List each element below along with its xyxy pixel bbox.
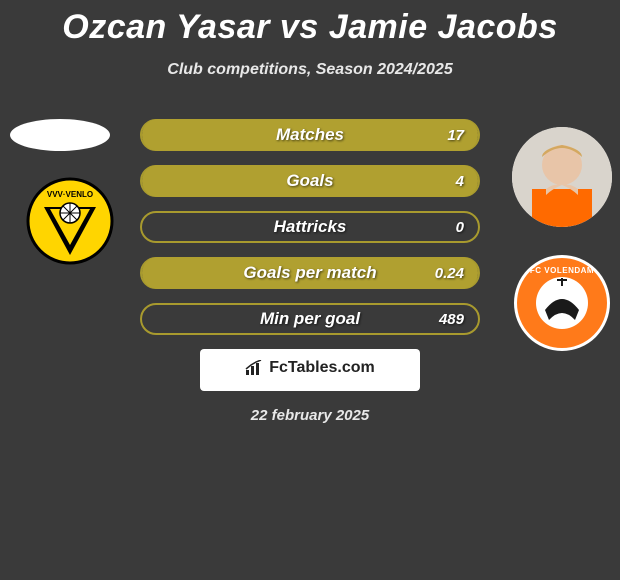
stat-label: Goals per match xyxy=(243,263,376,283)
stat-row-mpg: Min per goal 489 xyxy=(140,303,480,335)
stat-row-gpm: Goals per match 0.24 xyxy=(140,257,480,289)
brand-box: FcTables.com xyxy=(200,349,420,391)
brand-label: FcTables.com xyxy=(245,359,375,377)
stat-label: Min per goal xyxy=(260,309,360,329)
stat-value: 4 xyxy=(456,173,464,190)
brand-text: FcTables.com xyxy=(269,359,375,377)
player-left-avatar xyxy=(10,119,110,151)
club-right-badge: FC VOLENDAM xyxy=(514,255,610,351)
stat-row-goals: Goals 4 xyxy=(140,165,480,197)
stat-value: 17 xyxy=(447,127,464,144)
stat-value: 0 xyxy=(456,219,464,236)
page-title: Ozcan Yasar vs Jamie Jacobs xyxy=(0,8,620,47)
club-right-label: FC VOLENDAM xyxy=(517,266,607,275)
date-label: 22 february 2025 xyxy=(0,407,620,424)
player-right-avatar xyxy=(512,127,612,227)
svg-text:VVV·VENLO: VVV·VENLO xyxy=(47,190,93,199)
club-left-badge: VVV·VENLO xyxy=(26,177,114,265)
stat-label: Hattricks xyxy=(274,217,347,237)
stat-row-hattricks: Hattricks 0 xyxy=(140,211,480,243)
stat-label: Matches xyxy=(276,125,344,145)
stat-label: Goals xyxy=(286,171,333,191)
stat-value: 489 xyxy=(439,311,464,328)
stat-value: 0.24 xyxy=(435,265,464,282)
chart-icon xyxy=(245,360,265,376)
stat-row-matches: Matches 17 xyxy=(140,119,480,151)
comparison-panel: VVV·VENLO FC VOLENDAM Matches 17 xyxy=(0,119,620,424)
page-subtitle: Club competitions, Season 2024/2025 xyxy=(0,61,620,79)
stat-bars: Matches 17 Goals 4 Hattricks 0 Goals per… xyxy=(140,119,480,335)
